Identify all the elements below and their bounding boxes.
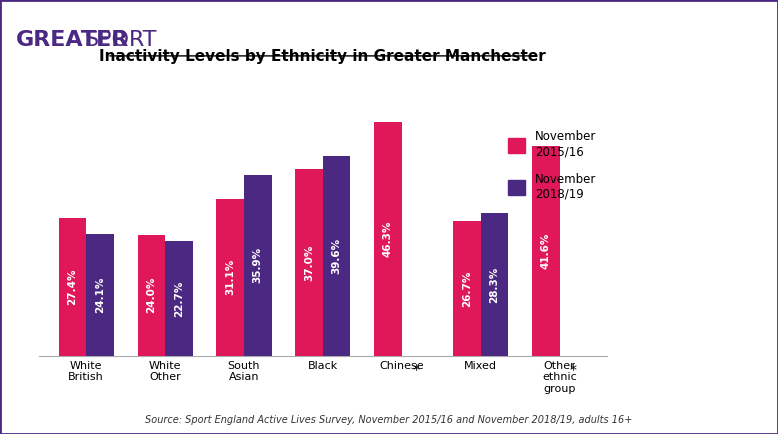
Text: 24.1%: 24.1% bbox=[95, 277, 105, 313]
Text: 27.4%: 27.4% bbox=[68, 269, 78, 305]
Bar bbox=[244, 174, 272, 356]
Bar bbox=[296, 169, 323, 356]
Text: 46.3%: 46.3% bbox=[383, 221, 393, 257]
Text: *: * bbox=[569, 363, 576, 378]
Text: 39.6%: 39.6% bbox=[331, 238, 342, 274]
Text: 26.7%: 26.7% bbox=[462, 270, 471, 307]
Bar bbox=[481, 213, 508, 356]
Legend: November
2015/16, November
2018/19: November 2015/16, November 2018/19 bbox=[503, 126, 601, 205]
Bar bbox=[374, 122, 401, 356]
Text: 35.9%: 35.9% bbox=[253, 247, 263, 283]
Text: 41.6%: 41.6% bbox=[541, 233, 551, 269]
Text: *: * bbox=[412, 363, 419, 378]
Bar bbox=[323, 156, 350, 356]
Text: 24.0%: 24.0% bbox=[146, 277, 156, 313]
Text: 28.3%: 28.3% bbox=[489, 266, 499, 302]
Text: Source: Sport England Active Lives Survey, November 2015/16 and November 2018/19: Source: Sport England Active Lives Surve… bbox=[145, 415, 633, 425]
Bar bbox=[58, 217, 86, 356]
Text: GREATER: GREATER bbox=[16, 30, 129, 50]
Title: Inactivity Levels by Ethnicity in Greater Manchester: Inactivity Levels by Ethnicity in Greate… bbox=[100, 49, 546, 65]
Text: 22.7%: 22.7% bbox=[174, 280, 184, 317]
Text: 37.0%: 37.0% bbox=[304, 244, 314, 281]
Text: SPORT: SPORT bbox=[84, 30, 156, 50]
Text: 31.1%: 31.1% bbox=[225, 259, 235, 296]
Bar bbox=[138, 235, 165, 356]
Bar bbox=[453, 221, 481, 356]
Bar bbox=[216, 199, 244, 356]
Bar bbox=[532, 146, 559, 356]
Bar bbox=[86, 234, 114, 356]
Bar bbox=[165, 241, 193, 356]
